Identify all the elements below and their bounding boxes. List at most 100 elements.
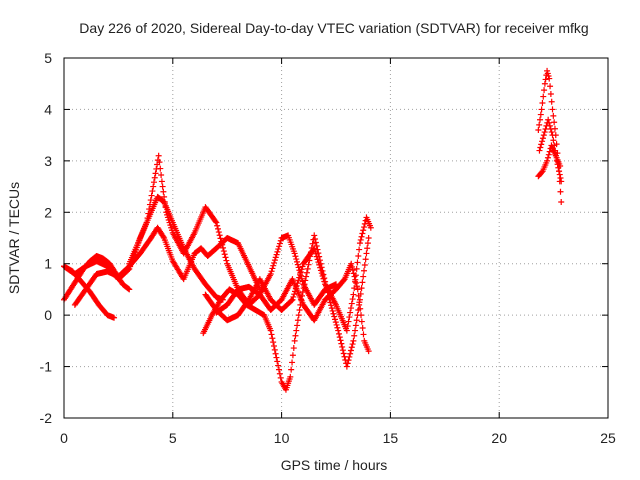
data-point	[544, 157, 551, 164]
data-point	[299, 289, 306, 295]
data-point	[217, 235, 224, 242]
data-point	[363, 250, 370, 257]
data-point	[147, 197, 154, 204]
data-point	[551, 142, 558, 149]
data-point	[337, 337, 344, 344]
data-point	[272, 350, 279, 357]
data-point	[549, 132, 556, 139]
data-point	[539, 138, 546, 145]
data-point	[160, 233, 167, 240]
data-point	[545, 151, 552, 158]
data-point	[290, 293, 297, 300]
data-point	[365, 348, 372, 355]
data-point	[298, 266, 305, 273]
data-point	[347, 309, 354, 316]
data-point	[539, 100, 546, 106]
data-point	[297, 271, 304, 278]
data-point	[277, 374, 284, 381]
data-point	[345, 357, 352, 364]
x-tick-label: 10	[274, 430, 290, 446]
data-point	[558, 199, 565, 205]
data-point	[273, 251, 280, 258]
data-point	[149, 188, 156, 195]
data-point	[546, 122, 553, 129]
data-point	[361, 262, 368, 268]
data-point	[221, 251, 228, 258]
data-point	[269, 335, 276, 342]
data-point	[344, 360, 351, 367]
data-point	[145, 210, 152, 217]
data-point	[348, 260, 355, 267]
axis-ticks	[63, 57, 609, 419]
data-point	[546, 119, 553, 126]
data-point	[555, 164, 562, 171]
data-point	[223, 257, 230, 264]
data-point	[291, 291, 298, 298]
data-point	[350, 270, 357, 277]
data-point	[290, 345, 297, 352]
data-point	[360, 331, 367, 338]
data-point	[552, 152, 559, 159]
x-tick-label: 5	[169, 430, 177, 446]
data-point	[355, 292, 362, 299]
data-point	[309, 240, 316, 247]
data-point	[540, 132, 547, 139]
data-point	[311, 245, 318, 252]
data-point	[291, 337, 298, 344]
data-point	[312, 235, 319, 242]
data-point	[146, 201, 153, 208]
data-point	[346, 353, 353, 360]
data-point	[358, 312, 365, 319]
data-point	[540, 93, 547, 100]
data-point	[339, 343, 346, 350]
data-point	[215, 229, 222, 236]
data-point	[214, 225, 221, 232]
data-point	[318, 270, 325, 277]
data-point	[275, 362, 282, 369]
data-point	[356, 299, 363, 306]
data-point	[220, 244, 227, 251]
data-point	[111, 314, 118, 321]
y-tick-label: -2	[40, 410, 53, 426]
data-point	[161, 193, 168, 200]
data-point	[336, 334, 343, 341]
data-point	[303, 269, 310, 276]
data-point	[271, 257, 278, 264]
data-point	[359, 230, 366, 237]
data-point	[339, 347, 346, 354]
data-point	[349, 263, 356, 270]
data-point	[292, 253, 299, 260]
data-point	[268, 268, 275, 275]
data-point	[295, 312, 302, 319]
data-point	[274, 358, 281, 365]
data-point	[353, 280, 360, 286]
data-point	[335, 327, 342, 334]
data-point	[348, 300, 355, 307]
data-point	[289, 296, 296, 303]
data-point	[125, 285, 132, 292]
data-point	[552, 147, 559, 154]
data-point	[360, 227, 367, 234]
data-point	[554, 161, 561, 168]
data-point	[270, 262, 277, 269]
data-point	[351, 273, 358, 280]
x-tick-labels: 0 5 10 15 20 25	[60, 430, 616, 446]
data-point	[150, 179, 157, 186]
data-point	[332, 316, 339, 323]
x-tick-label: 25	[600, 430, 616, 446]
data-point	[327, 299, 334, 306]
data-point	[293, 327, 300, 334]
data-point	[268, 331, 275, 338]
data-point	[312, 239, 319, 246]
data-point	[271, 346, 278, 353]
data-point	[288, 366, 295, 373]
data-point	[312, 250, 319, 257]
grid-lines	[64, 58, 608, 418]
data-point	[143, 219, 150, 226]
data-point	[538, 169, 545, 176]
data-point	[320, 275, 327, 282]
data-point	[548, 98, 555, 105]
data-point	[547, 83, 554, 90]
